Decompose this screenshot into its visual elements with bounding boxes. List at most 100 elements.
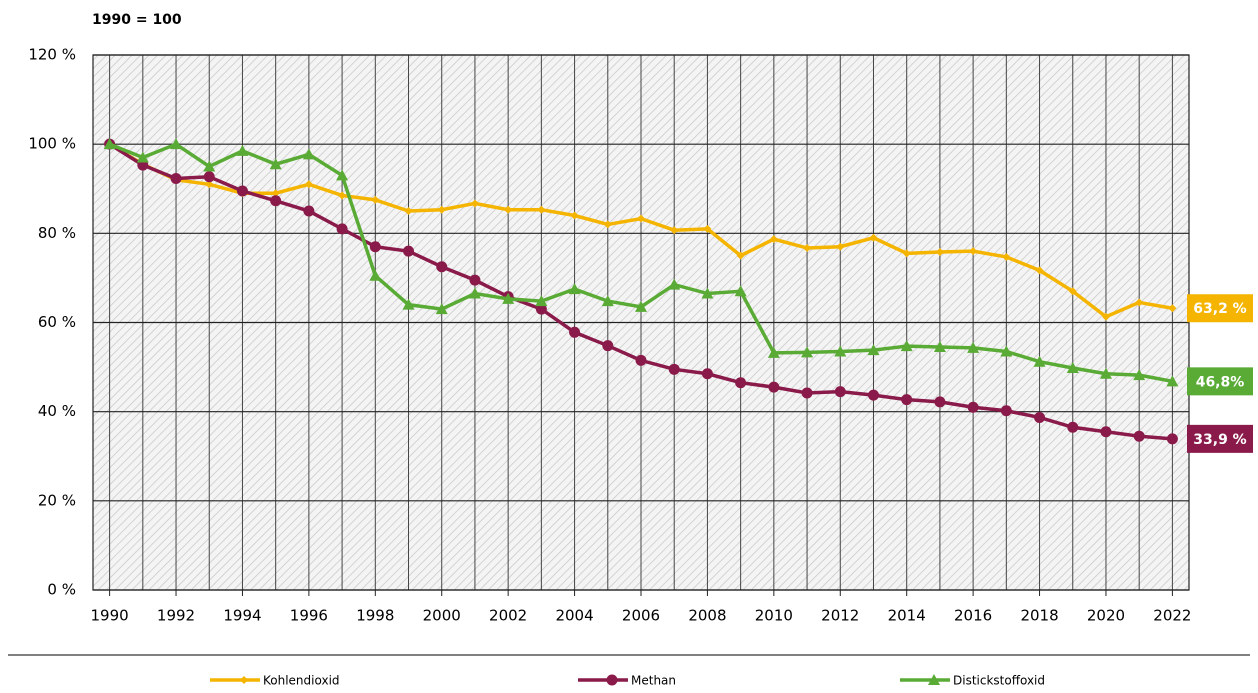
x-tick-label: 1994 xyxy=(223,607,261,625)
marker xyxy=(170,138,183,150)
marker xyxy=(836,242,845,251)
marker xyxy=(1000,345,1013,357)
marker xyxy=(436,261,448,273)
legend-marker xyxy=(928,674,940,685)
marker xyxy=(1166,375,1179,387)
x-tick-label: 1998 xyxy=(356,607,394,625)
marker xyxy=(437,205,446,214)
x-tick-label: 2020 xyxy=(1087,607,1125,625)
marker xyxy=(769,235,778,244)
x-tick-label: 1996 xyxy=(290,607,328,625)
marker xyxy=(734,285,747,297)
marker xyxy=(701,287,714,299)
y-tick-label: 20 % xyxy=(38,491,76,509)
y-tick-label: 80 % xyxy=(38,224,76,242)
marker xyxy=(933,341,946,353)
marker xyxy=(1067,421,1079,433)
marker xyxy=(537,205,546,214)
marker xyxy=(1000,405,1012,417)
marker xyxy=(470,199,479,208)
marker xyxy=(801,346,814,358)
marker xyxy=(1135,298,1144,307)
marker xyxy=(205,180,214,189)
marker xyxy=(371,195,380,204)
value-label-box xyxy=(1187,367,1253,396)
marker xyxy=(736,251,745,260)
marker xyxy=(603,220,612,229)
marker xyxy=(869,233,878,242)
value-label: 63,2 % xyxy=(1193,301,1246,317)
marker xyxy=(1034,411,1046,423)
marker xyxy=(502,292,515,304)
marker xyxy=(1002,252,1011,261)
marker xyxy=(170,172,182,184)
legend-label: Distickstoffoxid xyxy=(953,674,1045,688)
legend-marker xyxy=(240,676,248,684)
marker xyxy=(1099,367,1112,379)
marker xyxy=(601,295,614,307)
x-tick-label: 2010 xyxy=(755,607,793,625)
marker xyxy=(1101,312,1110,321)
subtitle: 1990 = 100 xyxy=(92,12,182,28)
legend-marker xyxy=(606,674,618,686)
x-tick-label: 2022 xyxy=(1153,607,1191,625)
marker xyxy=(535,303,547,315)
x-tick-label: 2008 xyxy=(688,607,726,625)
marker xyxy=(504,205,513,214)
value-label-box xyxy=(1187,424,1253,453)
marker xyxy=(900,340,913,352)
marker xyxy=(703,224,712,233)
marker xyxy=(637,214,645,223)
marker xyxy=(902,249,911,258)
marker xyxy=(834,345,847,357)
marker xyxy=(304,180,313,189)
marker xyxy=(1168,304,1177,313)
marker xyxy=(1100,426,1112,438)
marker xyxy=(867,389,879,401)
value-label-box xyxy=(1187,294,1253,323)
marker xyxy=(469,274,481,286)
marker xyxy=(336,223,348,235)
marker xyxy=(735,377,747,389)
marker xyxy=(1133,369,1146,381)
marker xyxy=(369,269,382,281)
marker xyxy=(203,160,216,172)
marker xyxy=(369,241,381,253)
x-tick-label: 1990 xyxy=(91,607,129,625)
x-tick-label: 2004 xyxy=(555,607,593,625)
marker xyxy=(1068,287,1077,296)
marker xyxy=(901,394,913,406)
marker xyxy=(136,151,149,163)
marker xyxy=(834,386,846,398)
marker xyxy=(967,401,979,413)
marker xyxy=(402,298,415,310)
marker xyxy=(269,158,282,170)
x-tick-label: 2002 xyxy=(489,607,527,625)
x-tick-label: 2012 xyxy=(821,607,859,625)
marker xyxy=(935,248,944,257)
x-tick-label: 1992 xyxy=(157,607,195,625)
marker xyxy=(271,189,280,198)
marker xyxy=(701,368,713,380)
marker xyxy=(867,344,880,356)
marker xyxy=(969,247,978,256)
marker xyxy=(801,387,813,399)
marker xyxy=(1066,361,1079,373)
marker xyxy=(236,144,249,156)
marker xyxy=(270,195,282,207)
marker xyxy=(934,396,946,408)
marker xyxy=(1166,433,1178,445)
marker xyxy=(1035,266,1044,275)
marker xyxy=(336,169,349,181)
value-label: 46,8% xyxy=(1196,374,1245,390)
marker xyxy=(468,287,481,299)
y-tick-label: 120 % xyxy=(28,46,76,64)
marker xyxy=(768,381,780,393)
marker xyxy=(404,207,413,216)
x-tick-label: 2016 xyxy=(954,607,992,625)
marker xyxy=(602,340,614,352)
legend-label: Kohlendioxid xyxy=(263,674,340,688)
marker xyxy=(535,295,548,307)
marker xyxy=(635,354,647,366)
